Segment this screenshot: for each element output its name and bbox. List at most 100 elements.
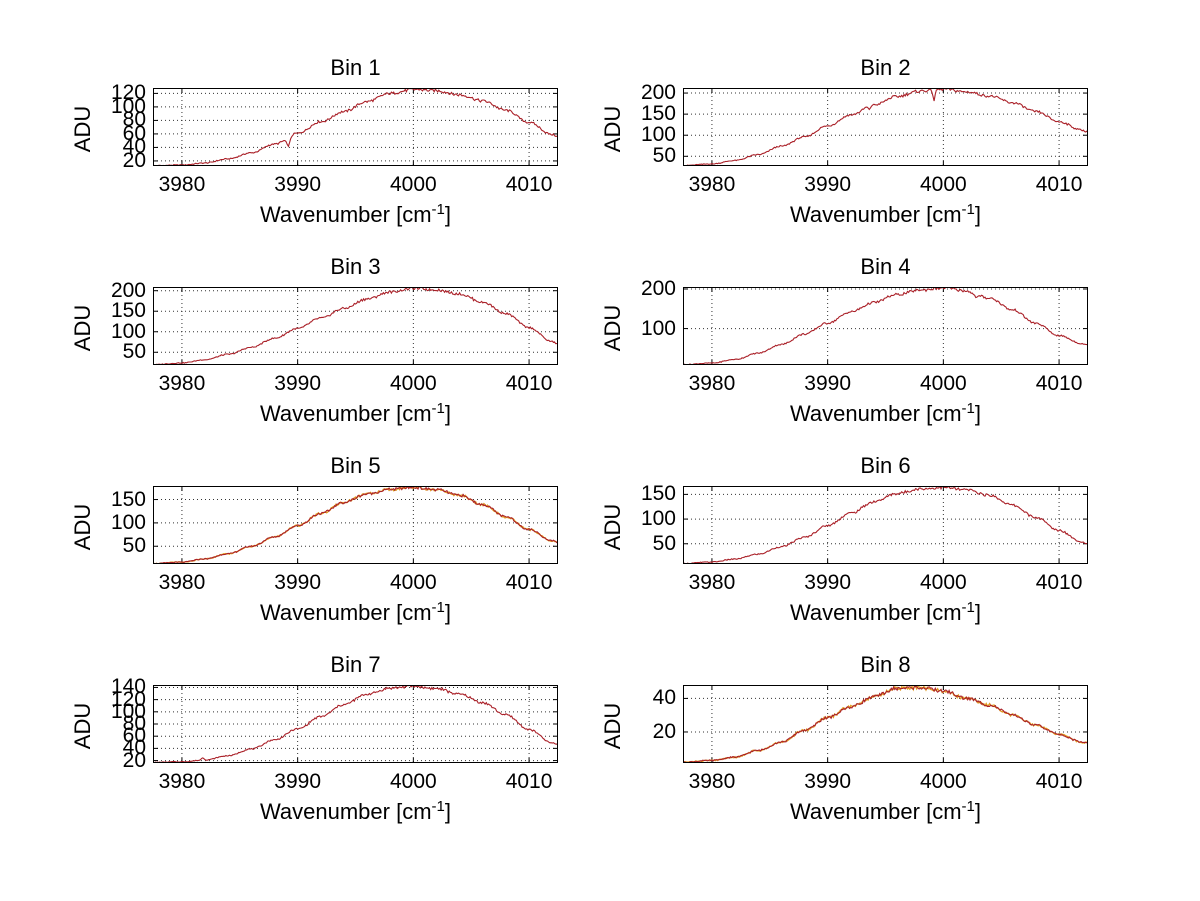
spectrum-line (153, 287, 558, 365)
subplot-title: Bin 8 (860, 652, 911, 677)
axes-box (683, 486, 1088, 564)
x-axis-label-text: Wavenumber [cm (259, 799, 432, 824)
y-tick-label: 200 (640, 276, 676, 300)
x-tick-label: 4010 (1035, 173, 1083, 196)
x-tick-label: 3990 (274, 372, 321, 395)
spectrum-line (683, 88, 1088, 166)
y-tick-label: 60 (122, 121, 146, 145)
subplot-title: Bin 4 (860, 254, 911, 279)
x-tick-label: 4000 (389, 173, 437, 196)
x-tick-label: 3980 (688, 770, 736, 793)
x-axis-label-superscript: -1 (431, 400, 445, 417)
x-axis-label-close: ] (444, 799, 452, 824)
x-axis-label-superscript: -1 (431, 201, 445, 218)
y-tick-label: 50 (652, 144, 676, 168)
axes-box (683, 88, 1088, 166)
y-tick-label: 150 (640, 482, 676, 506)
plot-area (153, 685, 558, 763)
spectrum-line (153, 486, 558, 564)
y-tick-label: 200 (640, 81, 676, 105)
axes-box (153, 88, 558, 166)
y-tick-label: 150 (640, 102, 676, 126)
x-axis-label-close: ] (974, 202, 982, 227)
y-tick-label: 20 (122, 148, 146, 172)
y-tick-label: 60 (122, 724, 146, 748)
x-tick-label: 3990 (804, 372, 851, 395)
axes-box (683, 685, 1088, 763)
x-tick-label: 3980 (688, 372, 736, 395)
x-axis-label-text: Wavenumber [cm (789, 401, 962, 426)
y-tick-label: 100 (640, 507, 676, 531)
x-tick-label: 3990 (274, 173, 321, 196)
y-tick-label: 80 (122, 712, 146, 735)
x-tick-label: 3980 (158, 173, 206, 196)
x-axis-label: Wavenumber [cm-1] (683, 201, 1088, 228)
x-tick-label: 4000 (919, 770, 967, 793)
y-tick-label: 150 (110, 487, 146, 511)
x-axis-label: Wavenumber [cm-1] (683, 798, 1088, 825)
plot-area (683, 88, 1088, 166)
x-tick-label: 3980 (688, 571, 736, 594)
subplot-title: Bin 7 (330, 652, 381, 677)
x-tick-label: 4010 (1035, 770, 1083, 793)
x-axis-label-text: Wavenumber [cm (789, 799, 962, 824)
spectrum-line (153, 88, 558, 166)
subplot-title: Bin 3 (330, 254, 381, 279)
x-axis-label: Wavenumber [cm-1] (153, 201, 558, 228)
subplot-title: Bin 5 (330, 453, 381, 478)
x-axis-label-close: ] (444, 600, 452, 625)
x-axis-label-close: ] (444, 401, 452, 426)
y-tick-label: 40 (652, 686, 676, 710)
x-tick-label: 3990 (274, 571, 321, 594)
axes-box (153, 486, 558, 564)
x-tick-label: 4000 (389, 571, 437, 594)
x-tick-label: 3980 (158, 372, 206, 395)
y-tick-label: 100 (110, 510, 146, 534)
x-axis-label-text: Wavenumber [cm (259, 202, 432, 227)
x-tick-label: 4000 (919, 372, 967, 395)
subplot-title: Bin 2 (860, 55, 911, 80)
x-tick-label: 3980 (158, 770, 206, 793)
x-axis-label-text: Wavenumber [cm (259, 600, 432, 625)
axes-box (683, 287, 1088, 365)
x-axis-label-close: ] (974, 401, 982, 426)
x-tick-label: 4010 (505, 173, 553, 196)
x-axis-label-text: Wavenumber [cm (789, 202, 962, 227)
plot-area (683, 287, 1088, 365)
y-tick-label: 120 (110, 81, 146, 105)
y-tick-label: 20 (122, 748, 146, 772)
y-tick-label: 100 (640, 316, 676, 340)
y-tick-label: 50 (122, 340, 146, 364)
spectrum-line-secondary (683, 685, 1088, 763)
y-tick-label: 100 (110, 319, 146, 343)
y-tick-label: 20 (652, 719, 676, 743)
x-axis-label-close: ] (444, 202, 452, 227)
plot-area (153, 486, 558, 564)
spectrum-line (153, 685, 558, 763)
y-tick-label: 80 (122, 108, 146, 132)
x-tick-label: 4010 (505, 770, 553, 793)
x-axis-label-superscript: -1 (961, 798, 975, 815)
x-axis-label: Wavenumber [cm-1] (683, 400, 1088, 427)
x-tick-label: 4000 (919, 173, 967, 196)
x-tick-label: 4000 (919, 571, 967, 594)
spectrum-line (683, 685, 1088, 763)
y-tick-label: 100 (110, 699, 146, 723)
subplot-title: Bin 6 (860, 453, 911, 478)
x-axis-label-text: Wavenumber [cm (789, 600, 962, 625)
x-tick-label: 4000 (389, 770, 437, 793)
y-tick-label: 40 (122, 135, 146, 159)
y-tick-label: 200 (110, 278, 146, 302)
x-axis-label-superscript: -1 (961, 400, 975, 417)
x-tick-label: 4010 (505, 372, 553, 395)
x-axis-label-close: ] (974, 600, 982, 625)
plot-area (153, 287, 558, 365)
y-tick-label: 50 (122, 534, 146, 558)
x-tick-label: 3990 (274, 770, 321, 793)
subplot-title: Bin 1 (330, 55, 381, 80)
x-tick-label: 3990 (804, 770, 851, 793)
y-tick-label: 50 (652, 531, 676, 555)
x-axis-label: Wavenumber [cm-1] (153, 599, 558, 626)
x-tick-label: 4010 (505, 571, 553, 594)
